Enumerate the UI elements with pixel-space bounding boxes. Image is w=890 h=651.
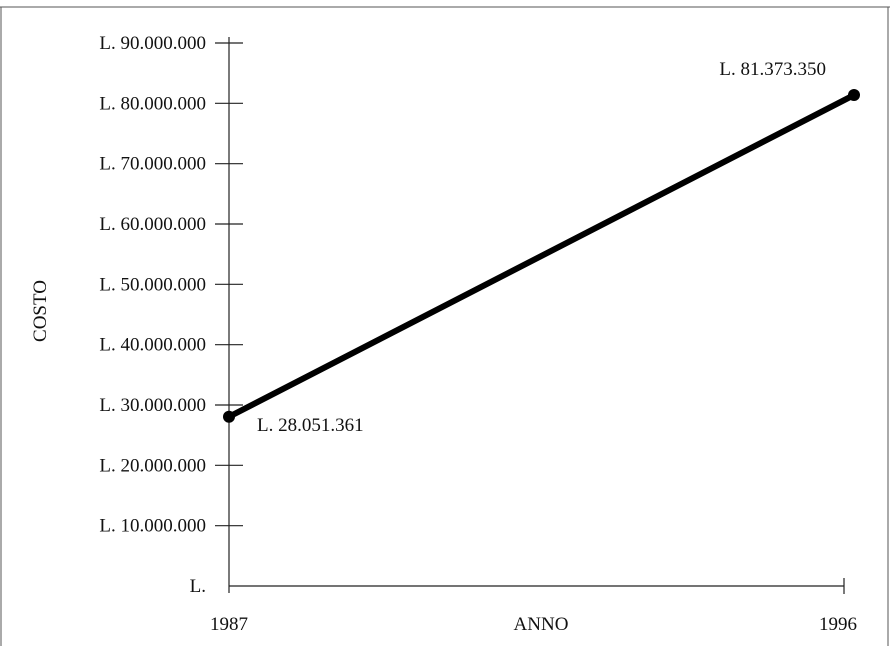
data-point [223,410,235,423]
x-tick-label: 1996 [819,614,857,635]
x-tick-label: 1987 [210,614,248,635]
y-axis-ticks: L. L. 10.000.000 L. 20.000.000 L. 30.000.00… [99,33,243,597]
data-label: L. 28.051.361 [257,415,364,436]
y-tick-label: L. 20.000.000 [99,455,206,476]
y-tick-label: L. 60.000.000 [99,214,206,235]
y-tick-label: L. 10.000.000 [99,516,206,537]
y-tick-label: L. 70.000.000 [99,154,206,175]
y-tick-label: L. 30.000.000 [99,395,206,416]
series-line [226,92,857,420]
y-tick-label: L. 50.000.000 [99,274,206,295]
y-tick-label: L. 40.000.000 [99,335,206,356]
x-axis-ticks: 1987 1996 [210,614,857,635]
y-tick-label: L. 90.000.000 [99,33,206,54]
y-tick-label: L. 80.000.000 [99,93,206,114]
x-axis-label: ANNO [514,614,569,635]
y-axis-label: COSTO [30,280,51,342]
data-point [848,89,860,102]
series-layer: L. 28.051.361 L. 81.373.350 [223,59,860,436]
y-tick-label: L. [190,576,206,597]
data-label: L. 81.373.350 [719,59,826,80]
